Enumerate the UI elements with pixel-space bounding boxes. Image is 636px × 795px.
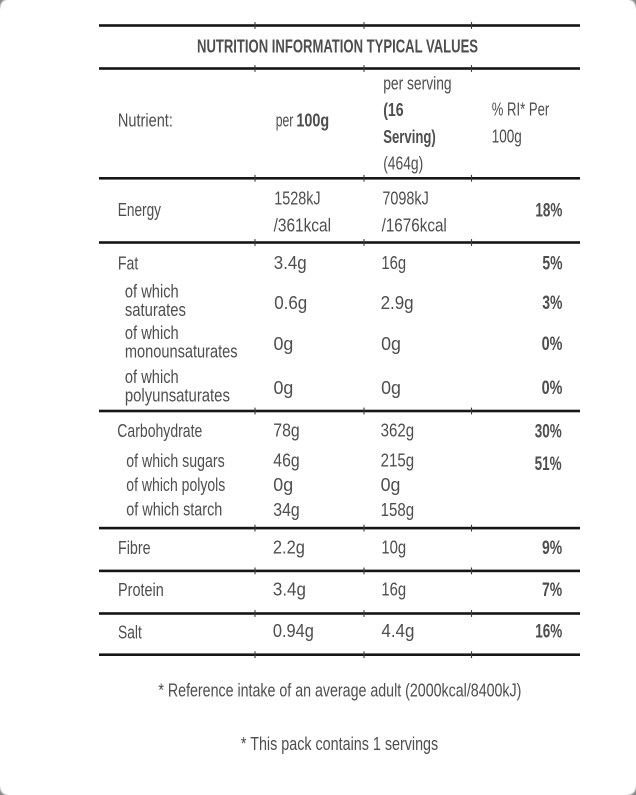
- svg-text:(464g): (464g): [383, 154, 423, 174]
- svg-text:3.4g: 3.4g: [274, 253, 307, 273]
- svg-text:Nutrient:: Nutrient:: [118, 110, 173, 130]
- svg-text:16g: 16g: [381, 580, 406, 600]
- svg-text:of which: of which: [125, 282, 179, 302]
- svg-text:7%: 7%: [542, 580, 562, 601]
- svg-text:0g: 0g: [381, 378, 401, 398]
- svg-text:Protein: Protein: [118, 580, 164, 600]
- svg-text:10g: 10g: [381, 538, 406, 558]
- svg-text:215g: 215g: [381, 450, 415, 470]
- svg-text:* Reference intake of an avera: * Reference intake of an average adult (…: [158, 681, 521, 701]
- svg-text:* This pack contains 1 serving: * This pack contains 1 servings: [241, 734, 438, 754]
- svg-text:16g: 16g: [381, 253, 406, 273]
- svg-text:per serving: per serving: [383, 73, 451, 93]
- svg-text:100g: 100g: [492, 126, 522, 146]
- svg-text:3%: 3%: [542, 293, 562, 314]
- svg-text:Fat: Fat: [118, 253, 138, 273]
- svg-text:of which polyols: of which polyols: [126, 475, 225, 495]
- svg-text:18%: 18%: [535, 201, 562, 222]
- svg-text:0%: 0%: [542, 378, 563, 399]
- svg-text:2.9g: 2.9g: [381, 293, 414, 313]
- svg-text:0g: 0g: [381, 334, 401, 354]
- svg-text:Salt: Salt: [118, 623, 142, 643]
- svg-text:/361kcal: /361kcal: [274, 215, 331, 235]
- svg-text:51%: 51%: [535, 454, 562, 475]
- svg-text:9%: 9%: [542, 538, 562, 559]
- svg-text:46g: 46g: [273, 450, 299, 470]
- svg-text:78g: 78g: [273, 421, 299, 441]
- svg-text:16%: 16%: [535, 621, 562, 642]
- svg-text:3.4g: 3.4g: [273, 580, 306, 600]
- svg-text:Energy: Energy: [118, 200, 162, 220]
- svg-text:0.94g: 0.94g: [273, 621, 314, 641]
- svg-text:1528kJ: 1528kJ: [274, 189, 320, 209]
- svg-text:of which: of which: [125, 367, 179, 387]
- svg-text:0g: 0g: [274, 334, 294, 354]
- svg-text:Fibre: Fibre: [118, 538, 151, 558]
- svg-text:34g: 34g: [273, 500, 299, 520]
- svg-text:100g: 100g: [296, 110, 329, 130]
- svg-text:Serving): Serving): [383, 127, 436, 147]
- svg-text:0g: 0g: [274, 378, 294, 398]
- svg-text:158g: 158g: [381, 500, 415, 520]
- svg-text:0g: 0g: [381, 475, 401, 495]
- svg-text:7098kJ: 7098kJ: [382, 189, 428, 209]
- svg-text:saturates: saturates: [125, 300, 186, 320]
- svg-text:5%: 5%: [542, 253, 562, 274]
- svg-text:362g: 362g: [381, 421, 415, 441]
- svg-text:(16: (16: [383, 100, 403, 120]
- svg-text:monounsaturates: monounsaturates: [125, 341, 238, 361]
- svg-text:30%: 30%: [535, 422, 562, 443]
- svg-text:of which starch: of which starch: [126, 499, 222, 519]
- svg-text:0.6g: 0.6g: [274, 293, 307, 313]
- svg-text:NUTRITION INFORMATION TYPICAL: NUTRITION INFORMATION TYPICAL VALUES: [197, 35, 478, 56]
- svg-text:% RI* Per: % RI* Per: [492, 100, 549, 120]
- svg-text:0%: 0%: [542, 334, 563, 355]
- svg-text:/1676kcal: /1676kcal: [382, 215, 447, 235]
- svg-text:Carbohydrate: Carbohydrate: [117, 421, 202, 441]
- svg-text:0g: 0g: [273, 475, 293, 495]
- svg-text:4.4g: 4.4g: [381, 621, 414, 641]
- svg-text:polyunsaturates: polyunsaturates: [125, 385, 230, 405]
- svg-text:of which sugars: of which sugars: [126, 451, 224, 471]
- svg-text:per: per: [276, 110, 294, 130]
- svg-text:of which: of which: [125, 323, 179, 343]
- svg-text:2.2g: 2.2g: [273, 538, 305, 558]
